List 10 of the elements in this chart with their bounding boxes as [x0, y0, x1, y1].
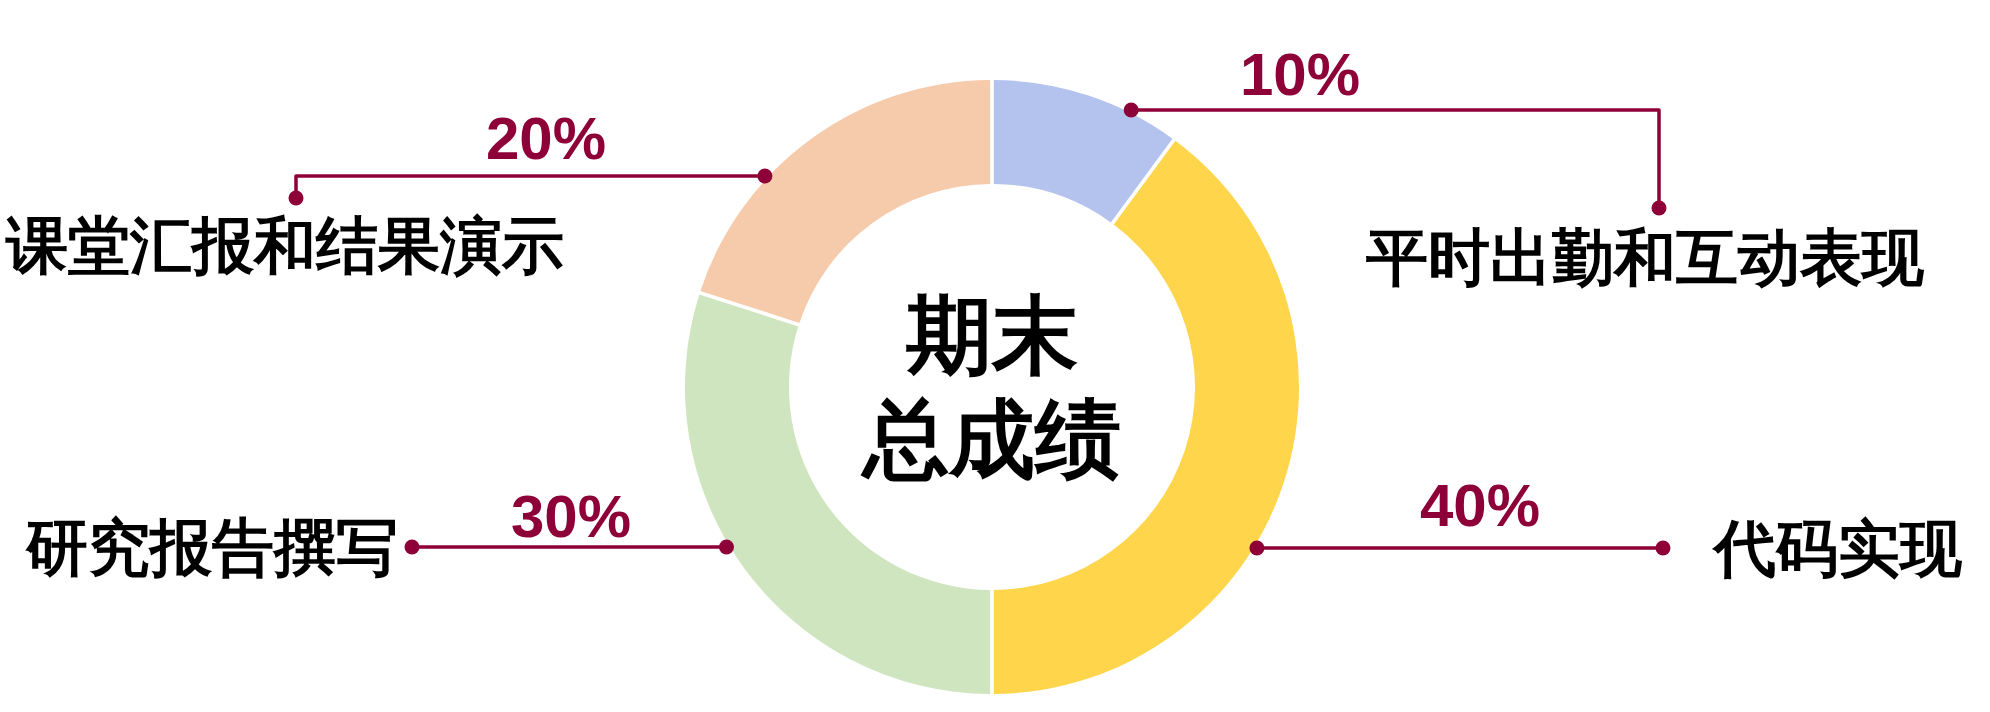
text: 期末总成绩: [860, 287, 1121, 487]
data-label: 20%: [485, 105, 607, 172]
slice-label: 平时出勤和互动表现: [1365, 222, 1925, 292]
data-label: 30%: [510, 483, 632, 550]
data-label: 10%: [1239, 41, 1361, 108]
data-label: 40%: [1419, 472, 1541, 539]
slice-label: 课堂汇报和结果演示: [5, 210, 564, 280]
slice-label: 代码实现: [1711, 513, 1963, 583]
donut-slice: [993, 80, 1173, 223]
slice-label: 研究报告撰写: [25, 512, 398, 582]
